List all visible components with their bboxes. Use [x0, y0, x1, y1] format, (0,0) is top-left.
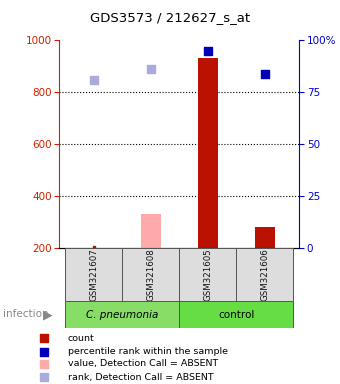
Bar: [65, 248, 122, 301]
Bar: [198, 58, 218, 248]
Point: [262, 71, 268, 77]
Bar: [236, 248, 293, 301]
Bar: [180, 301, 293, 328]
Bar: [122, 248, 180, 301]
Text: GSM321606: GSM321606: [260, 248, 270, 301]
Text: percentile rank within the sample: percentile rank within the sample: [68, 347, 228, 356]
Bar: [141, 214, 161, 248]
Text: infection: infection: [3, 310, 49, 319]
Bar: [65, 301, 180, 328]
Text: ▶: ▶: [43, 308, 53, 321]
Text: value, Detection Call = ABSENT: value, Detection Call = ABSENT: [68, 359, 218, 369]
Text: GDS3573 / 212627_s_at: GDS3573 / 212627_s_at: [90, 11, 250, 24]
Point: [148, 66, 154, 72]
Point: [91, 78, 97, 84]
Text: rank, Detection Call = ABSENT: rank, Detection Call = ABSENT: [68, 373, 214, 382]
Bar: [180, 248, 236, 301]
Text: C. pneumonia: C. pneumonia: [86, 310, 158, 320]
Text: GSM321605: GSM321605: [203, 248, 212, 301]
Point: [205, 48, 210, 54]
Bar: [255, 227, 275, 248]
Text: control: control: [218, 310, 255, 320]
Text: GSM321608: GSM321608: [146, 248, 155, 301]
Text: count: count: [68, 334, 95, 343]
Text: GSM321607: GSM321607: [89, 248, 98, 301]
